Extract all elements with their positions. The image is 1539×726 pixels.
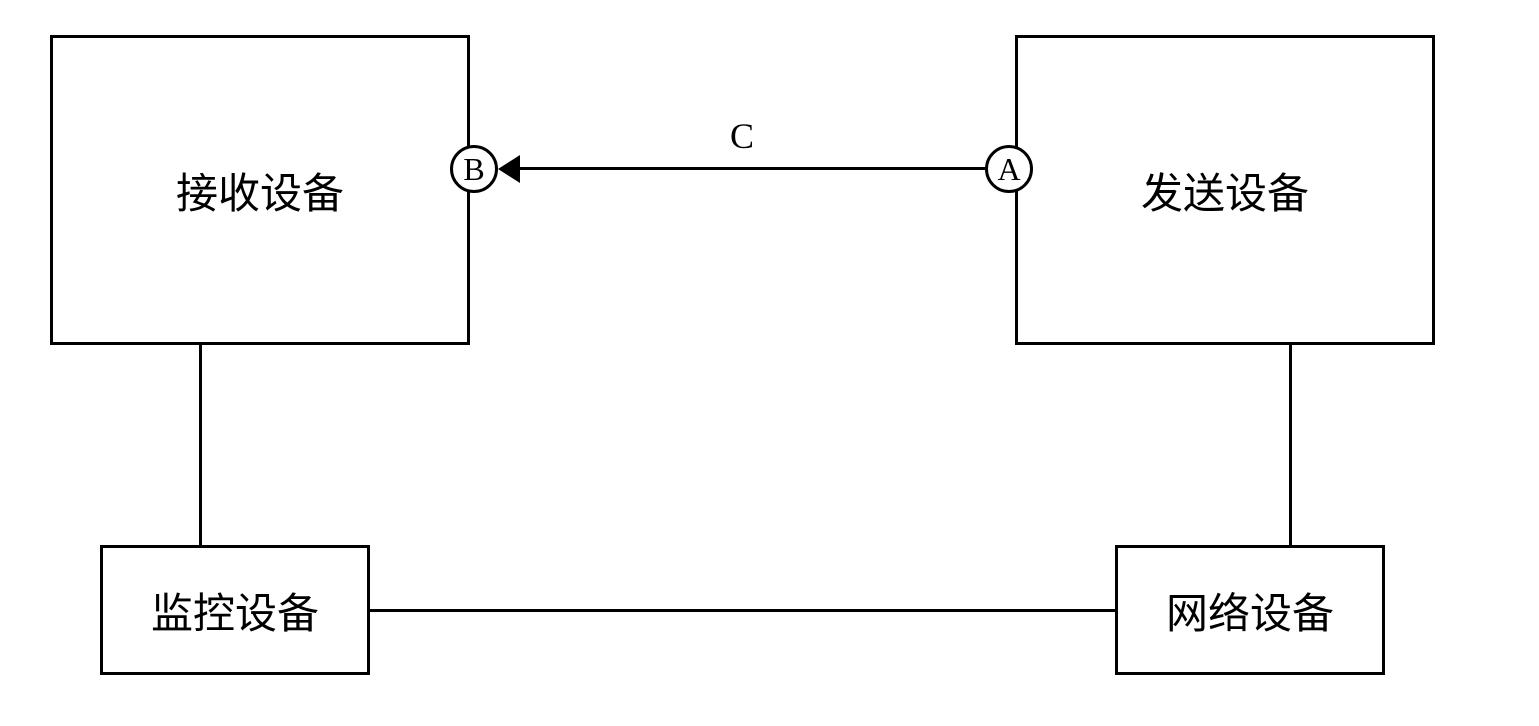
sender-node: 发送设备 (1015, 35, 1435, 345)
sender-label: 发送设备 (1141, 160, 1309, 221)
edge-sender-receiver (517, 167, 985, 170)
monitor-label: 监控设备 (151, 580, 319, 641)
receiver-node: 接收设备 (50, 35, 470, 345)
edge-monitor-network (370, 609, 1115, 612)
edge-sender-network (1289, 345, 1292, 545)
monitor-node: 监控设备 (100, 545, 370, 675)
network-label: 网络设备 (1166, 580, 1334, 641)
port-a-label: A (997, 151, 1020, 188)
arrow-head-icon (498, 155, 520, 183)
edge-label-c: C (730, 115, 754, 157)
edge-receiver-monitor (199, 345, 202, 545)
port-b-label: B (463, 151, 484, 188)
network-node: 网络设备 (1115, 545, 1385, 675)
receiver-label: 接收设备 (176, 160, 344, 221)
port-b-icon: B (450, 145, 498, 193)
port-a-icon: A (985, 145, 1033, 193)
